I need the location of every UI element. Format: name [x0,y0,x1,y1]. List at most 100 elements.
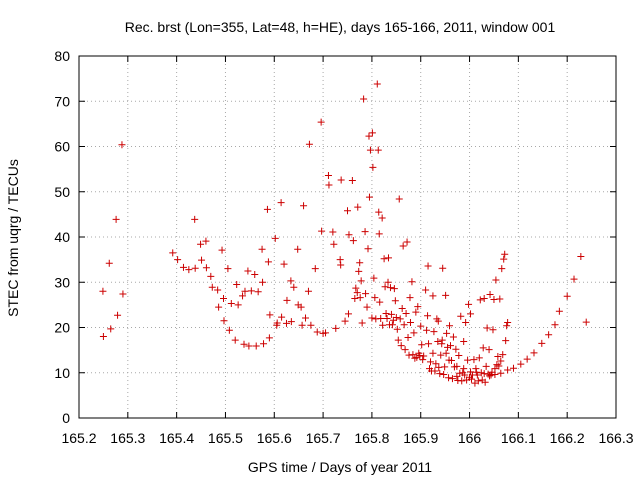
data-point-marker [329,228,337,236]
data-point-marker [486,372,494,380]
x-tick-label: 165.5 [208,430,243,446]
data-point-marker [498,265,506,273]
data-point-marker [300,202,308,210]
data-point-marker [447,342,455,350]
data-point-marker [277,199,285,207]
data-point-marker [577,252,585,260]
data-point-marker [264,258,272,266]
x-tick-label: 166 [458,430,482,446]
data-point-marker [383,314,391,322]
data-point-marker [494,352,502,360]
x-tick-label: 165.4 [159,430,194,446]
data-point-marker [390,285,398,293]
data-point-marker [496,295,504,303]
data-point-marker [500,255,508,263]
x-tick-labels: 165.2 165.3 165.4 165.5 165.6 165.7 165.8 165.9… [61,430,633,446]
data-point-marker [563,292,571,300]
y-tick-label: 50 [54,184,70,200]
data-point-marker [337,176,345,184]
data-point-marker [202,264,210,272]
data-point-marker [503,322,511,330]
data-point-marker [392,314,400,322]
data-point-marker [380,255,388,263]
data-point-marker [462,319,470,327]
data-point-marker [481,378,489,386]
data-point-marker [417,322,425,330]
data-point-marker [480,295,488,303]
data-point-marker [436,370,444,378]
data-point-marker [278,313,286,321]
data-point-marker [297,303,305,311]
data-point-marker [485,346,493,354]
data-point-marker [444,343,452,351]
x-tick-label: 165.6 [257,430,292,446]
data-point-marker [377,314,385,322]
data-point-marker [448,375,456,383]
data-point-marker [398,304,406,312]
data-point-marker [245,342,253,350]
data-point-marker [225,326,233,334]
data-point-marker [429,349,437,357]
y-tick-label: 20 [54,320,70,336]
data-point-marker [403,238,411,246]
data-point-marker [325,181,333,189]
data-point-marker [191,264,199,272]
data-point-marker [332,324,340,332]
data-point-marker [353,289,361,297]
data-point-marker [431,367,439,375]
data-point-marker [399,242,407,250]
data-point-marker [394,336,402,344]
data-point-marker [375,208,383,216]
y-tick-label: 60 [54,139,70,155]
data-point-marker [401,346,409,354]
data-point-marker [283,296,291,304]
data-point-marker [467,375,475,383]
y-tick-labels: 0 10 20 30 40 50 60 70 80 [54,48,70,426]
data-point-marker [378,214,386,222]
data-point-marker [464,356,472,364]
data-point-marker [483,324,491,332]
data-point-marker [551,321,559,329]
data-point-marker [391,297,399,305]
data-point-marker [341,317,349,325]
data-point-marker [530,349,538,357]
data-point-marker [409,351,417,359]
data-point-marker [263,205,271,213]
data-point-marker [302,314,310,322]
data-point-marker [197,240,205,248]
data-point-marker [352,284,360,292]
data-point-marker [465,300,473,308]
data-point-marker [311,265,319,273]
data-point-marker [227,300,235,308]
data-point-marker [445,356,453,364]
data-point-marker [99,333,107,341]
data-point-marker [280,260,288,268]
data-point-marker [351,295,359,303]
data-point-marker [412,308,420,316]
data-point-marker [475,354,483,362]
data-point-marker [379,321,387,329]
data-point-marker [474,377,482,385]
data-point-marker [354,203,362,211]
data-point-marker [202,237,210,245]
data-point-marker [460,338,468,346]
data-point-marker [317,118,325,126]
data-point-marker [414,303,422,311]
data-point-marker [364,245,372,253]
data-point-marker [434,338,442,346]
data-point-marker [418,341,426,349]
x-tick-label: 165.3 [110,430,145,446]
data-point-marker [413,353,421,361]
data-point-marker [179,263,187,271]
data-point-marker [287,277,295,285]
grid-lines [79,56,616,418]
data-point-marker [290,283,298,291]
data-point-marker [360,95,368,103]
data-point-marker [239,292,247,300]
data-point-marker [362,290,370,298]
data-point-marker [330,240,338,248]
data-point-marker [538,339,546,347]
data-point-marker [304,287,312,295]
data-point-marker [287,318,295,326]
